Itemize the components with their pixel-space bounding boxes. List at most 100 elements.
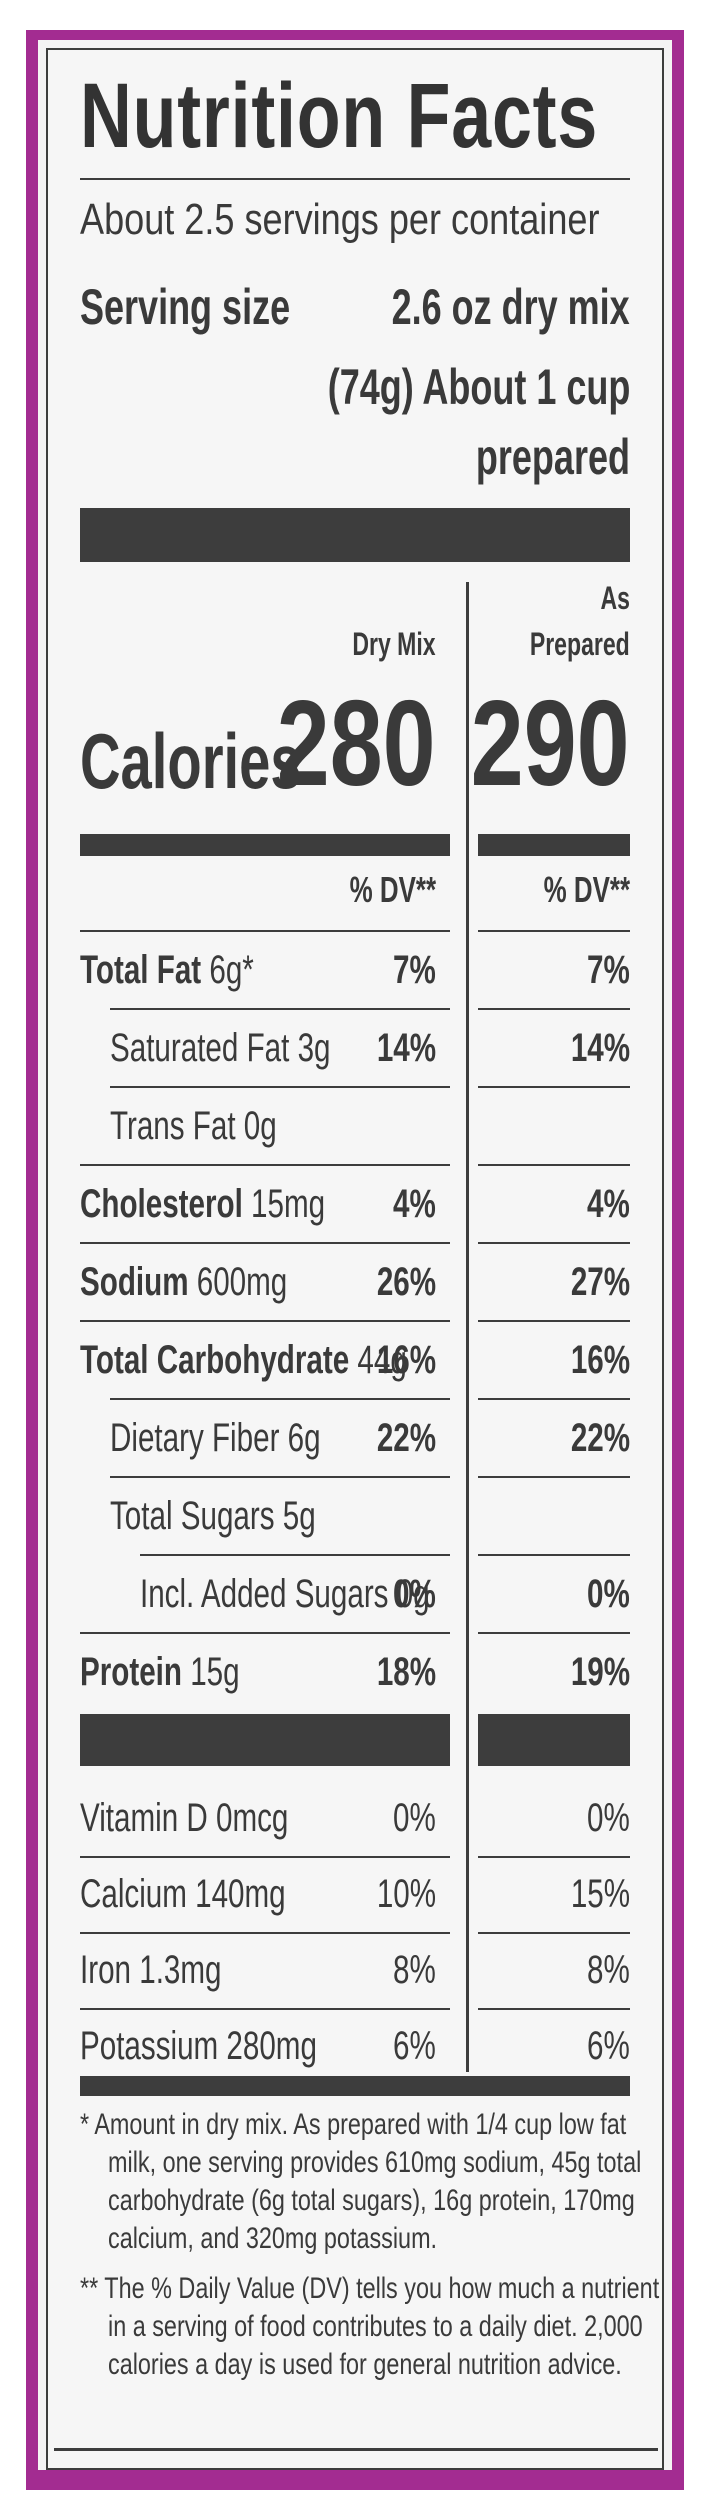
vitamin-rule-right (478, 2008, 630, 2010)
vitamin-rule-left (80, 2008, 450, 2010)
vitamin-rule-left (80, 1856, 450, 1858)
vitamin-label: Potassium 280mg (80, 2024, 317, 2068)
footnote-amount-line: carbohydrate (6g total sugars), 16g prot… (108, 2184, 635, 2217)
nutrient-dv-dry: 4% (393, 1182, 436, 1226)
footnote-amount-line: calcium, and 320mg potassium. (108, 2222, 438, 2255)
nutrient-dv-prepared: 27% (570, 1260, 630, 1304)
nutrient-dv-prepared: 14% (570, 1026, 630, 1070)
nutrient-dv-dry: 18% (376, 1650, 436, 1694)
vitamin-label: Vitamin D 0mcg (80, 1796, 289, 1840)
nutrition-label (46, 48, 664, 2470)
row-rule-right (478, 1476, 630, 1478)
vitamin-dv-prepared: 0% (587, 1796, 630, 1840)
row-rule-right (478, 1632, 630, 1634)
row-rule-left (110, 1476, 450, 1478)
vitamin-bar-right (478, 1714, 630, 1766)
nutrient-label: Total Carbohydrate 44g (80, 1340, 407, 1380)
label-bottom-rule (54, 2448, 658, 2451)
footnote-amount-line: milk, one serving provides 610mg sodium,… (108, 2146, 642, 2179)
row-rule-right (478, 1008, 630, 1010)
vitamin-rule-left (80, 1932, 450, 1934)
label-title: Nutrition Facts (80, 65, 599, 167)
nutrient-label: Total Sugars 5g (110, 1496, 316, 1536)
row-rule-right (478, 1398, 630, 1400)
nutrient-amount: 5g (274, 1494, 316, 1538)
nutrient-name: Total Fat (80, 948, 202, 992)
row-rule-right (478, 1242, 630, 1244)
vitamin-label: Iron 1.3mg (80, 1948, 222, 1992)
calories-bar-left (80, 834, 450, 856)
nutrient-dv-dry: 16% (376, 1338, 436, 1382)
nutrient-amount: 44g (349, 1338, 407, 1382)
serving-size-label: Serving size (80, 279, 291, 335)
row-rule-right (478, 930, 630, 932)
nutrient-name: Dietary Fiber (110, 1416, 280, 1460)
row-rule-left (110, 1086, 450, 1088)
serving-size-value-line3: prepared (475, 429, 630, 485)
footnote-dv-line: calories a day is used for general nutri… (108, 2348, 622, 2381)
footnote-dv-line: ** The % Daily Value (DV) tells you how … (80, 2272, 660, 2305)
row-rule-left (80, 1320, 450, 1322)
row-rule-right (478, 1554, 630, 1556)
footnote-bar (80, 2076, 630, 2096)
nutrient-dv-prepared: 7% (587, 948, 630, 992)
dv-header-prepared: % DV** (543, 869, 630, 910)
vitamin-dv-prepared: 6% (587, 2024, 630, 2068)
col-head-as: As (600, 580, 630, 616)
vitamin-dv-dry: 8% (393, 1948, 436, 1992)
nutrient-label: Cholesterol 15mg (80, 1184, 325, 1224)
label-content: Nutrition Facts About 2.5 servings per c… (80, 0, 659, 2498)
nutrient-name: Incl. Added Sugars (140, 1572, 389, 1616)
nutrient-name: Total Carbohydrate (80, 1338, 350, 1382)
calories-bar-right (478, 834, 630, 856)
row-rule-right (478, 1086, 630, 1088)
nutrient-dv-dry: 22% (376, 1416, 436, 1460)
nutrient-amount: 3g (289, 1026, 331, 1070)
nutrient-label: Sodium 600mg (80, 1262, 287, 1302)
servings-per-container: About 2.5 servings per container (80, 195, 600, 244)
nutrient-amount: 15mg (242, 1182, 326, 1226)
footnote-amount-line: * Amount in dry mix. As prepared with 1/… (80, 2108, 627, 2141)
nutrient-amount: 0g (235, 1104, 277, 1148)
serving-size-value-line2: (74g) About 1 cup (327, 359, 630, 415)
nutrient-amount: 0g (388, 1572, 430, 1616)
nutrient-dv-prepared: 22% (570, 1416, 630, 1460)
vitamin-label: Calcium 140mg (80, 1872, 286, 1916)
nutrient-dv-prepared: 19% (570, 1650, 630, 1694)
nutrient-name: Trans Fat (110, 1104, 236, 1148)
serving-thick-bar (80, 508, 630, 562)
nutrient-name: Protein (80, 1650, 182, 1694)
row-rule-left (80, 1632, 450, 1634)
vitamin-dv-dry: 10% (376, 1872, 436, 1916)
footnote-dv-line: in a serving of food contributes to a da… (108, 2310, 643, 2343)
calories-as-prepared: 290 (471, 675, 630, 811)
nutrient-label: Total Fat 6g* (80, 950, 254, 990)
calories-dry-mix: 280 (277, 675, 436, 811)
vitamin-rule-right (478, 1856, 630, 1858)
serving-size-value-line1: 2.6 oz dry mix (391, 279, 630, 335)
nutrient-name: Total Sugars (110, 1494, 275, 1538)
vitamin-bar-left (80, 1714, 450, 1766)
nutrient-name: Sodium (80, 1260, 189, 1304)
dv-header-dry: % DV** (349, 869, 436, 910)
nutrient-amount: 6g (279, 1416, 321, 1460)
row-rule-left (140, 1554, 450, 1556)
nutrient-label: Saturated Fat 3g (110, 1028, 331, 1068)
nutrient-dv-prepared: 4% (587, 1182, 630, 1226)
vitamin-dv-dry: 0% (393, 1796, 436, 1840)
nutrient-label: Dietary Fiber 6g (110, 1418, 321, 1458)
nutrient-label: Trans Fat 0g (110, 1106, 277, 1146)
nutrient-amount: 6g* (201, 948, 254, 992)
calories-label: Calories (80, 717, 302, 805)
row-rule-left (110, 1008, 450, 1010)
row-rule-left (80, 1164, 450, 1166)
nutrient-dv-dry: 7% (393, 948, 436, 992)
row-rule-left (110, 1398, 450, 1400)
vitamin-dv-prepared: 8% (587, 1948, 630, 1992)
nutrient-name: Cholesterol (80, 1182, 243, 1226)
nutrient-dv-prepared: 16% (570, 1338, 630, 1382)
nutrient-label: Incl. Added Sugars 0g (140, 1574, 430, 1614)
nutrient-dv-dry: 26% (376, 1260, 436, 1304)
row-rule-left (80, 1242, 450, 1244)
row-rule-right (478, 1164, 630, 1166)
